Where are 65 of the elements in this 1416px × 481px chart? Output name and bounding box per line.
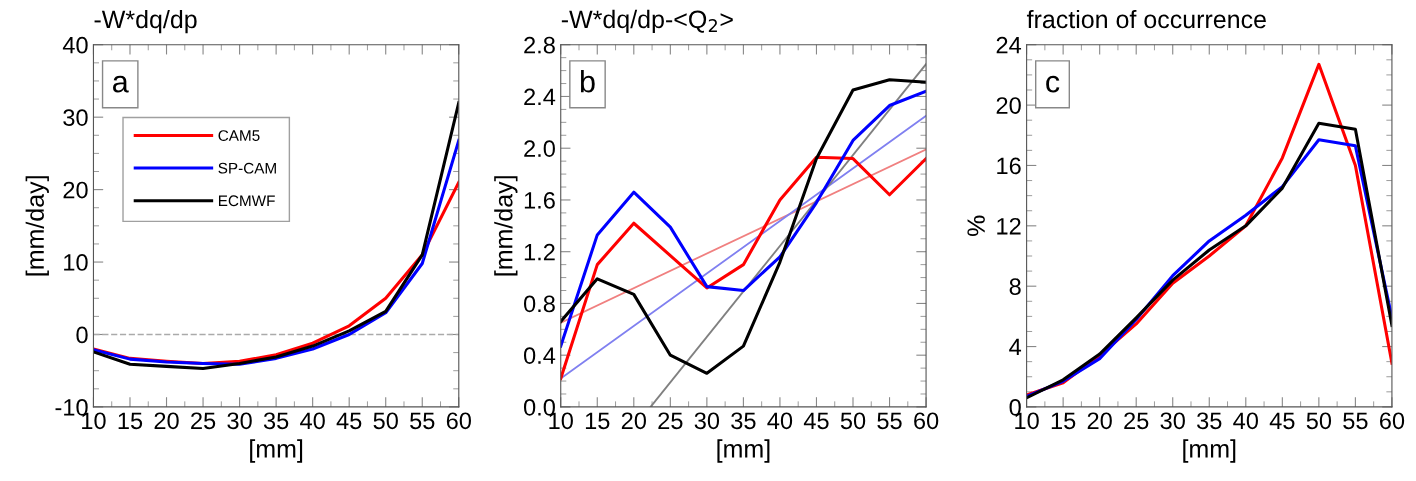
y-tick-label: 2.0 [524,140,555,157]
legend-label: SP-CAM [218,162,276,174]
y-tick-label: 10 [64,254,88,271]
y-tick-label: 1.2 [524,243,555,261]
x-tick-label: 15 [1051,412,1076,430]
x-axis-title: [mm] [1183,439,1236,463]
x-tick-label: 25 [191,412,216,430]
x-tick-label: 30 [1160,412,1185,430]
y-axis-title: [mm/day] [25,176,49,276]
y-axis-title: [mm/day] [494,176,518,276]
y-tick-label: 20 [63,181,88,199]
x-tick-label: 30 [694,412,720,430]
x-tick-label: 45 [803,412,829,430]
y-tick-label: 0.4 [523,347,556,364]
x-tick-label: 20 [621,412,647,430]
x-tick-label: 50 [373,412,398,430]
y-tick-label: 8 [1009,278,1021,295]
x-tick-label: 40 [300,412,325,430]
x-tick-label: 15 [118,412,143,430]
x-tick-label: 35 [1197,412,1222,430]
y-axis-title: % [967,215,985,237]
y-tick-label: 30 [63,109,88,126]
x-tick-label: 60 [914,412,939,430]
x-tick-label: 50 [1306,412,1332,430]
x-axis-title: [mm] [717,439,770,463]
x-tick-label: 55 [877,412,902,430]
x-tick-label: 40 [767,412,793,430]
y-tick-label: 4 [1009,338,1022,356]
annotation: b [580,70,595,93]
y-tick-label: 1.6 [524,192,555,209]
x-tick-label: 45 [336,412,362,430]
y-tick-label: 2.8 [524,36,555,54]
y-tick-label: 0 [76,326,88,344]
y-tick-label: 24 [996,36,1022,54]
x-tick-label: 20 [1087,412,1112,430]
x-tick-label: 35 [731,412,756,430]
x-tick-label: 60 [1380,412,1405,430]
chart-title: fraction of occurrence [1026,9,1266,29]
line-series [93,101,459,371]
chart-title: -W*dq/dp [94,9,197,34]
x-tick-label: 35 [263,412,289,430]
y-tick-label: 20 [996,97,1021,114]
legend-label: CAM5 [218,130,260,142]
chart-title: -W*dq/dp-<Q$_{2}$> [561,9,733,34]
x-tick-label: 50 [840,412,866,430]
annotation: c [1046,75,1060,93]
x-tick-label: 45 [1269,412,1295,430]
x-tick-label: 25 [1124,412,1149,430]
y-tick-label: 0.8 [523,295,555,313]
x-tick-label: 40 [1233,412,1259,430]
y-tick-label: 16 [997,157,1021,175]
x-tick-label: 25 [658,412,683,430]
annotation: a [113,75,129,93]
x-tick-label: 15 [585,412,610,430]
x-tick-label: 55 [1343,412,1368,430]
x-tick-label: 60 [446,412,471,430]
x-tick-label: 55 [410,412,435,430]
x-tick-label: 30 [227,412,252,430]
y-tick-label: 12 [997,217,1021,235]
legend-label: ECMWF [218,195,275,207]
x-tick-label: 20 [154,412,179,430]
y-tick-label: 2.4 [524,88,556,106]
line-series [560,155,927,380]
y-tick-label: 40 [62,36,88,54]
x-axis-title: [mm] [250,439,303,463]
